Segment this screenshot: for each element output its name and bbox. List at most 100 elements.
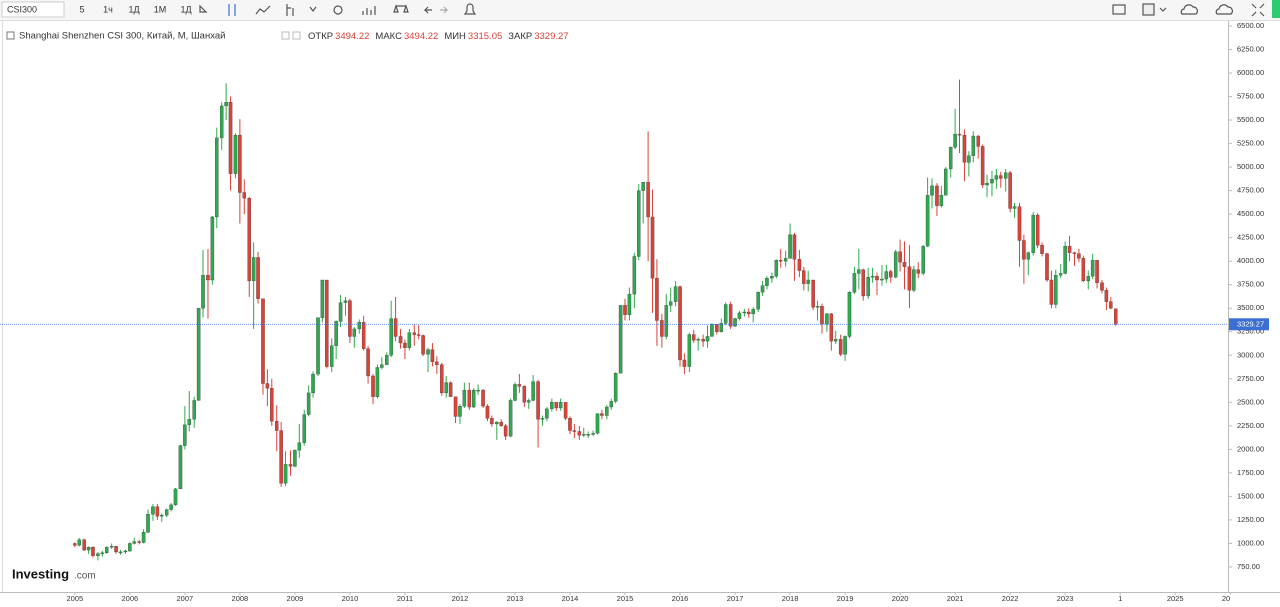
dropdown-icon[interactable] [1159, 7, 1167, 12]
candle-body [1026, 252, 1031, 260]
candle-body [774, 260, 779, 277]
x-tick-label: 2020 [892, 594, 909, 603]
candle-body [1100, 282, 1104, 291]
candle-body [357, 322, 362, 330]
legend-icon[interactable] [292, 31, 301, 40]
candle-body [595, 413, 600, 434]
candle-body [1063, 245, 1067, 274]
line-icon[interactable] [255, 5, 271, 15]
candle-body [499, 421, 503, 426]
candle-body [495, 421, 499, 425]
symbol-input[interactable] [1, 1, 65, 18]
candle-body [733, 318, 737, 327]
candle-body [623, 305, 627, 315]
candle-body [96, 553, 100, 556]
dropdown-icon[interactable] [199, 4, 208, 13]
candle-body [219, 105, 224, 139]
candle-body [967, 155, 971, 163]
x-tick-label: 2007 [177, 594, 194, 603]
y-tick-label: 3750.00 [1237, 280, 1264, 289]
candle-body [73, 543, 77, 546]
candle-body [797, 259, 802, 271]
candles-icon[interactable] [228, 4, 236, 16]
candle-body [536, 381, 540, 420]
fullscreen-icon[interactable] [1251, 3, 1265, 17]
candle-body [100, 552, 105, 555]
candle-body [343, 300, 348, 303]
price-tag [1229, 318, 1269, 331]
candle-body [476, 389, 480, 392]
interval-button[interactable]: 1М [154, 4, 167, 14]
candle-body [430, 349, 435, 363]
candle-body [650, 216, 655, 279]
candle-body [178, 445, 183, 490]
candle-body [385, 355, 389, 365]
candle-body [953, 134, 957, 148]
alert-icon[interactable] [463, 3, 477, 15]
bars-icon[interactable] [362, 6, 376, 15]
candle-body [375, 367, 380, 397]
candle-body [334, 321, 338, 347]
candle-body [696, 339, 700, 341]
candle-body [833, 339, 838, 342]
candle-body [526, 400, 531, 403]
collapse-icon[interactable] [6, 31, 15, 40]
plot-area [0, 79, 1228, 561]
cloud-upload-icon[interactable] [1215, 4, 1233, 15]
y-tick-label: 5500.00 [1237, 115, 1264, 124]
candle-body [1077, 253, 1081, 259]
candle-body [210, 216, 215, 281]
candle-body [802, 270, 806, 284]
undo-icon[interactable] [423, 6, 432, 14]
candle-body [737, 312, 742, 319]
candle-body [380, 364, 384, 368]
candle-body [109, 546, 114, 548]
x-tick-label: 2008 [232, 594, 249, 603]
candle-body [366, 348, 370, 377]
indicator-icon[interactable] [286, 4, 294, 16]
candle-body [1031, 214, 1035, 253]
candle-body [274, 420, 279, 431]
symbol-text: CSI300 [7, 4, 37, 14]
candle-body [325, 279, 329, 367]
candle-body [1072, 252, 1077, 254]
candle-body [673, 286, 678, 302]
y-tick-label: 4000.00 [1237, 256, 1264, 265]
dropdown-icon[interactable] [309, 6, 317, 12]
candle-body [747, 311, 751, 315]
interval-button[interactable]: 1Д [180, 4, 191, 14]
y-tick-label: 6250.00 [1237, 44, 1264, 53]
x-tick-label: 2016 [672, 594, 689, 603]
candle-body [412, 332, 417, 335]
candle-body [618, 305, 623, 374]
y-tick-label: 5250.00 [1237, 139, 1264, 148]
cloud-icon[interactable] [1180, 4, 1198, 15]
candle-body [91, 547, 95, 556]
redo-icon[interactable] [440, 6, 449, 14]
camera-icon[interactable] [1112, 4, 1126, 15]
candle-body [600, 413, 604, 416]
settings-icon[interactable] [333, 5, 343, 15]
candle-body [912, 269, 916, 291]
compare-icon[interactable] [393, 4, 409, 13]
interval-button[interactable]: 5 [79, 4, 84, 14]
candle-body [1054, 275, 1058, 305]
candle-body [1114, 308, 1118, 325]
candle-body [641, 181, 645, 191]
y-tick-label: 6500.00 [1237, 21, 1264, 30]
color-icon[interactable] [1142, 3, 1155, 16]
candle-body [123, 550, 128, 553]
legend-icon[interactable] [281, 31, 290, 40]
interval-button[interactable]: 1ч [103, 4, 113, 14]
candle-body [169, 504, 173, 510]
candle-body [104, 547, 109, 554]
legend-label: МАКС [375, 31, 402, 42]
candle-body [806, 279, 810, 284]
interval-button[interactable]: 1Д [128, 4, 139, 14]
candle-body [293, 450, 297, 467]
candle-body [591, 433, 595, 435]
candle-body [980, 146, 985, 186]
candle-body [558, 402, 563, 409]
